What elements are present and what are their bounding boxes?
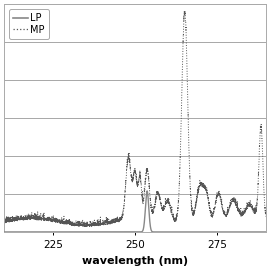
X-axis label: wavelength (nm): wavelength (nm) [82,256,188,266]
Legend: LP, MP: LP, MP [9,9,49,39]
